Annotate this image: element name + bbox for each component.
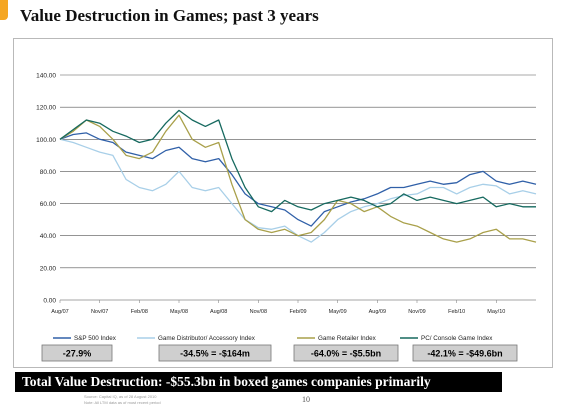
series-line <box>59 132 537 227</box>
x-tick-label: Nov/08 <box>250 309 267 315</box>
legend-label: Game Retailer Index <box>318 335 377 342</box>
y-tick-label: 80.00 <box>40 169 57 176</box>
legend-label: PC/ Console Game Index <box>421 335 493 342</box>
line-chart: 0.00 20.00 40.00 60.00 80.00 100.00 120.00 140.… <box>36 73 537 362</box>
chart-frame <box>13 38 553 368</box>
legend-label: Game Distributor/ Accessory Index <box>158 335 256 342</box>
x-tick-label: Nov/07 <box>91 309 108 315</box>
change-boxes: -27.9% -34.5% = -$164m -64.0% = -$5.5bn -42… <box>41 344 518 362</box>
y-tick-label: 60.00 <box>40 201 57 208</box>
x-tick-label: Aug/08 <box>210 309 227 315</box>
change-box <box>293 344 399 362</box>
legend: S&P 500 Index Game Distributor/ Accessory… <box>53 335 493 342</box>
change-box <box>412 344 518 362</box>
x-tick-label: May/09 <box>329 309 347 315</box>
page-title: Value Destruction in Games; past 3 years <box>20 6 319 25</box>
summary-text: Total Value Destruction: -$55.3bn in box… <box>22 374 431 389</box>
change-box <box>158 344 272 362</box>
series-line <box>59 138 537 243</box>
corner-tab <box>0 0 8 20</box>
summary-bar <box>15 372 502 392</box>
y-tick-label: 120.00 <box>36 105 56 112</box>
x-tick-label: Feb/08 <box>131 309 148 315</box>
y-tick-label: 20.00 <box>40 265 57 272</box>
y-tick-label: 140.00 <box>36 73 56 80</box>
source-note: Source: Capital IQ, as of 28 August 2010 <box>84 394 157 399</box>
y-tick-label: 40.00 <box>40 233 57 240</box>
grid-layer <box>59 74 536 303</box>
change-box <box>41 344 113 362</box>
change-label: -34.5% = -$164m <box>180 349 250 359</box>
series-line <box>59 109 536 213</box>
y-tick-label: 0.00 <box>43 298 56 305</box>
y-tick-label: 100.00 <box>36 137 56 144</box>
footnote: Note: All LTM data as of most recent per… <box>84 400 161 405</box>
x-tick-label: Aug/09 <box>369 309 386 315</box>
change-label: -64.0% = -$5.5bn <box>311 349 381 359</box>
x-tick-label: May/10 <box>487 309 505 315</box>
x-tick-label: Nov/09 <box>408 309 425 315</box>
x-tick-labels: Aug/07 Nov/07 Feb/08 May/08 Aug/08 Nov/08 Feb/… <box>51 309 505 315</box>
page-number: 10 <box>302 395 310 404</box>
x-tick-label: Feb/10 <box>448 309 465 315</box>
x-tick-label: Feb/09 <box>289 309 306 315</box>
legend-label: S&P 500 Index <box>74 335 117 342</box>
x-tick-label: Aug/07 <box>51 309 68 315</box>
x-tick-label: May/08 <box>170 309 188 315</box>
series-line <box>59 114 537 243</box>
change-label: -27.9% <box>63 349 92 359</box>
series-layer <box>59 109 537 243</box>
y-tick-labels: 0.00 20.00 40.00 60.00 80.00 100.00 120.00 140.… <box>36 73 56 305</box>
change-label: -42.1% = -$49.6bn <box>427 349 502 359</box>
